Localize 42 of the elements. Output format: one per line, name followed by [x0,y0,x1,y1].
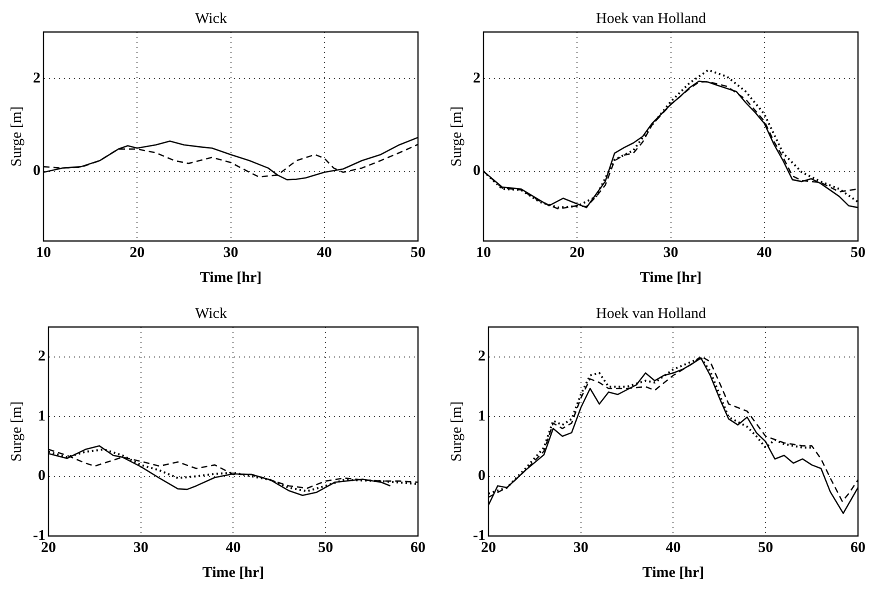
x-tick-label: 30 [663,244,678,261]
x-tick-label: 50 [410,244,426,261]
y-tick-label: 0 [33,163,40,180]
y-axis-title: Surge [m] [8,106,25,167]
x-tick-label: 20 [570,244,585,261]
x-axis-title: Time [hr] [202,564,264,581]
x-tick-label: 20 [40,540,56,556]
chart-title: Hoek van Holland [596,10,706,27]
y-axis-title: Surge [m] [8,401,25,462]
y-tick-label: 2 [478,348,486,365]
y-tick-label: 2 [33,70,40,86]
y-tick-label: 1 [38,408,46,424]
x-tick-label: 20 [130,244,145,261]
x-axis-title: Time [hr] [642,564,704,581]
chart-title: Wick [195,306,228,322]
chart-title: Hoek van Holland [596,306,706,322]
y-axis-title: Surge [m] [448,106,465,167]
x-tick-label: 40 [666,540,681,556]
x-tick-label: 10 [36,244,51,261]
x-tick-label: 30 [223,244,238,261]
y-tick-label: 1 [478,408,486,424]
chart-title: Wick [195,10,228,27]
x-tick-label: 50 [850,244,866,261]
y-tick-label: 0 [473,163,480,180]
x-tick-label: 40 [226,540,241,556]
y-tick-label: 0 [478,468,486,484]
x-tick-label: 60 [410,540,426,556]
x-axis-title: Time [hr] [200,270,262,286]
x-tick-label: 20 [480,540,496,556]
y-tick-label: 0 [38,468,46,484]
x-tick-label: 30 [573,540,588,556]
y-axis-title: Surge [m] [448,401,465,462]
y-tick-label: 2 [38,348,46,365]
x-axis-title: Time [hr] [640,270,702,286]
x-tick-label: 60 [850,540,866,556]
x-tick-label: 30 [133,540,148,556]
x-tick-label: 10 [476,244,491,261]
x-tick-label: 50 [318,540,334,556]
x-tick-label: 40 [316,244,332,261]
y-tick-label: 2 [473,70,480,86]
x-tick-label: 50 [758,540,774,556]
x-tick-label: 40 [756,244,772,261]
